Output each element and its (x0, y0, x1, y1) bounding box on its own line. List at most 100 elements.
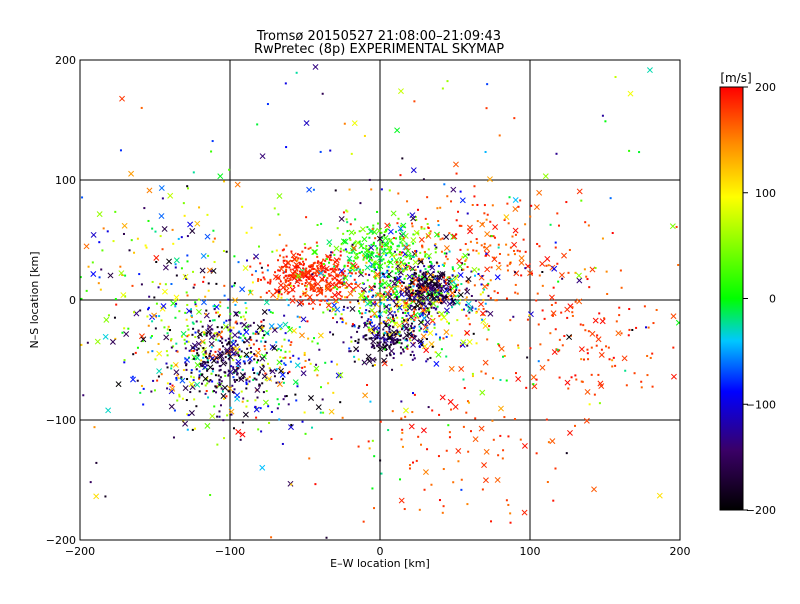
data-point-dot (400, 342, 403, 345)
data-point-cross (518, 255, 525, 262)
data-point-dot (114, 298, 117, 301)
data-point-dot (458, 224, 461, 227)
data-point-cross (578, 346, 585, 353)
data-point-cross (109, 338, 116, 345)
data-point-dot (305, 285, 308, 288)
data-point-dot (185, 363, 188, 366)
data-point-dot (581, 380, 584, 383)
data-point-dot (373, 347, 376, 350)
data-point-dot (386, 299, 389, 302)
data-point-dot (652, 322, 655, 325)
data-point-dot (387, 316, 390, 319)
data-point-dot (198, 374, 201, 377)
data-point-dot (87, 265, 90, 268)
data-point-cross (427, 330, 434, 337)
data-point-dot (396, 278, 399, 281)
data-point-dot (484, 302, 487, 305)
data-point-dot (243, 373, 246, 376)
data-point-dot (373, 266, 376, 269)
data-point-dot (445, 295, 448, 298)
data-point-dot (497, 454, 500, 457)
data-point-dot (176, 350, 179, 353)
data-point-dot (384, 229, 387, 232)
data-point-dot (255, 330, 258, 333)
data-point-dot (385, 311, 388, 314)
data-point-dot (400, 320, 403, 323)
data-point-dot (219, 305, 222, 308)
data-point-dot (428, 276, 431, 279)
data-point-dot (172, 345, 175, 348)
data-point-dot (422, 273, 425, 276)
data-point-dot (640, 386, 643, 389)
data-point-dot (554, 301, 557, 304)
data-point-cross (115, 381, 122, 388)
data-point-dot (423, 330, 426, 333)
data-point-dot (423, 488, 426, 491)
data-point-dot (322, 266, 325, 269)
data-point-cross (161, 226, 168, 232)
data-point-cross (168, 403, 175, 410)
data-point-dot (346, 230, 349, 233)
data-point-cross (194, 381, 201, 388)
data-point-dot (380, 301, 383, 304)
data-point-dot (453, 291, 456, 294)
data-point-dot (200, 364, 203, 367)
data-point-dot (212, 240, 215, 243)
data-point-dot (191, 333, 194, 336)
data-point-dot (378, 344, 381, 347)
data-point-dot (412, 329, 415, 332)
data-point-dot (277, 269, 280, 272)
data-point-dot (430, 315, 433, 318)
data-point-cross (542, 173, 549, 180)
data-point-dot (554, 241, 557, 244)
data-point-dot (296, 266, 299, 269)
data-point-dot (339, 282, 342, 285)
data-point-cross (338, 268, 345, 274)
data-point-dot (541, 309, 544, 312)
data-point-dot (329, 331, 332, 334)
data-point-cross (335, 372, 342, 379)
data-point-dot (367, 326, 370, 329)
data-point-dot (100, 268, 103, 271)
data-point-dot (364, 273, 367, 276)
data-point-dot (285, 260, 288, 263)
data-point-dot (413, 393, 416, 396)
data-point-dot (234, 311, 237, 314)
data-point-dot (554, 246, 557, 249)
data-point-dot (432, 273, 435, 276)
data-point-dot (477, 308, 480, 311)
data-point-dot (404, 301, 407, 304)
data-point-dot (303, 243, 306, 246)
data-point-dot (391, 243, 394, 246)
data-point-dot (192, 322, 195, 325)
data-point-cross (202, 375, 209, 382)
data-point-dot (368, 258, 371, 261)
data-point-cross (450, 298, 457, 305)
data-point-dot (371, 296, 374, 299)
data-point-dot (345, 218, 348, 221)
data-point-cross (277, 323, 283, 330)
data-point-dot (381, 271, 384, 274)
data-point-cross (455, 448, 462, 454)
data-point-dot (400, 293, 403, 296)
data-point-dot (410, 322, 413, 325)
data-point-dot (358, 310, 361, 313)
data-point-dot (435, 333, 438, 336)
data-point-dot (296, 253, 299, 256)
data-point-dot (206, 359, 209, 362)
data-point-dot (204, 361, 207, 364)
data-point-dot (516, 249, 519, 252)
data-point-dot (350, 336, 353, 339)
data-point-dot (394, 321, 397, 324)
data-point-dot (420, 278, 423, 281)
data-point-dot (414, 254, 417, 257)
data-point-dot (174, 305, 177, 308)
data-point-dot (424, 305, 427, 308)
data-point-dot (391, 368, 394, 371)
data-point-dot (517, 346, 520, 349)
data-point-dot (383, 234, 386, 237)
data-point-dot (497, 243, 500, 246)
data-point-dot (185, 368, 188, 371)
data-point-dot (359, 243, 362, 246)
data-point-dot (464, 288, 467, 291)
